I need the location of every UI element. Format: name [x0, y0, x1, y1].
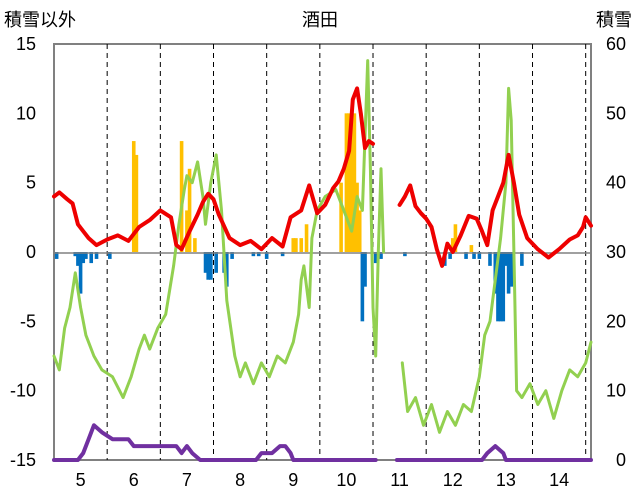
y-left-tick-label: 0 — [26, 242, 36, 262]
bar-blue — [504, 252, 508, 266]
bar-blue — [224, 252, 229, 287]
y-axis-right-label: 積雪 — [596, 10, 632, 30]
y-left-tick-label: 5 — [26, 173, 36, 193]
bar-blue — [498, 252, 503, 322]
bar-blue — [251, 252, 256, 257]
bar-blue — [373, 252, 378, 264]
y-right-tick-label: 10 — [606, 381, 626, 401]
x-tick-label: 7 — [182, 470, 192, 490]
y-right-tick-label: 50 — [606, 103, 626, 123]
x-tick-label: 12 — [443, 470, 463, 490]
x-tick-label: 5 — [76, 470, 86, 490]
tick-labels: 5 6 7 8 9 10 11 12 13 14151050-5-10-1560504030201… — [10, 34, 626, 490]
bar-orange — [357, 210, 362, 252]
bar-blue — [280, 252, 285, 257]
bar-blue — [509, 252, 514, 287]
bar-orange — [291, 238, 296, 252]
bar-orange — [193, 238, 197, 252]
bar-orange — [453, 224, 458, 252]
series-line-green — [400, 86, 593, 434]
x-tick-label: 14 — [549, 470, 569, 490]
bar-blue — [230, 252, 234, 259]
series-lines — [52, 59, 593, 462]
bar-blue — [256, 252, 261, 257]
bar-blue — [78, 252, 83, 294]
bar-blue — [76, 252, 80, 266]
y-right-tick-label: 30 — [606, 242, 626, 262]
bar-orange — [344, 113, 349, 252]
y-right-tick-label: 60 — [606, 34, 626, 54]
bar-blue — [214, 252, 218, 273]
x-tick-label: 8 — [235, 470, 245, 490]
bar-blue — [501, 252, 506, 322]
bar-blue — [209, 252, 213, 280]
bar-orange — [304, 224, 309, 252]
series-line-purple — [394, 444, 593, 462]
bar-blue — [206, 252, 210, 280]
bar-blue — [360, 252, 365, 322]
bar-blue — [464, 252, 468, 259]
bar-blue — [363, 252, 367, 287]
bar-blue — [477, 252, 482, 259]
bar-blue — [488, 252, 492, 266]
bar-orange — [131, 141, 136, 252]
bar-orange — [134, 154, 139, 252]
bar-blue — [94, 252, 99, 259]
chart-title: 酒田 — [302, 10, 338, 30]
bar-blue — [496, 252, 500, 322]
y-left-tick-label: 10 — [16, 103, 36, 123]
x-tick-label: 10 — [336, 470, 356, 490]
y-axis-left-label: 積雪以外 — [4, 10, 76, 30]
bar-orange — [185, 210, 189, 252]
x-tick-label: 9 — [288, 470, 298, 490]
y-left-tick-label: -10 — [10, 381, 36, 401]
series-line-red — [397, 152, 593, 268]
bar-blue — [84, 252, 88, 259]
series-line-purple — [52, 423, 378, 462]
y-right-tick-label: 40 — [606, 173, 626, 193]
bar-blue — [379, 252, 383, 259]
series-line-green — [52, 59, 386, 400]
bar-orange — [179, 141, 184, 252]
bar-blue — [73, 252, 78, 257]
bar-orange — [469, 245, 474, 252]
bar-orange — [347, 113, 351, 252]
x-tick-label: 13 — [496, 470, 516, 490]
bar-blue — [472, 252, 476, 259]
y-left-tick-label: -5 — [20, 311, 36, 331]
bar-blue — [108, 252, 112, 259]
bar-orange — [294, 238, 298, 252]
bar-orange — [352, 113, 357, 252]
series-line-red — [52, 86, 375, 252]
bar-blue — [81, 252, 86, 264]
bar-orange — [450, 238, 455, 252]
bar-orange — [339, 182, 343, 252]
x-tick-label: 6 — [129, 470, 139, 490]
bar-blue — [403, 252, 407, 257]
bar-blue — [54, 252, 59, 259]
bar-blue — [448, 252, 452, 259]
x-tick-label: 11 — [390, 470, 409, 490]
bars — [54, 113, 524, 322]
bar-orange — [349, 113, 354, 252]
bar-orange — [355, 182, 359, 252]
bar-orange — [299, 238, 304, 252]
y-left-tick-label: 15 — [16, 34, 36, 54]
y-right-tick-label: 20 — [606, 311, 626, 331]
bar-orange — [187, 168, 192, 252]
bar-blue — [506, 252, 511, 294]
bar-blue — [89, 252, 94, 264]
y-right-tick-label: 0 — [616, 450, 626, 470]
bar-blue — [264, 252, 269, 259]
y-left-tick-label: -15 — [10, 450, 36, 470]
bar-blue — [203, 252, 208, 273]
bar-blue — [520, 252, 524, 266]
